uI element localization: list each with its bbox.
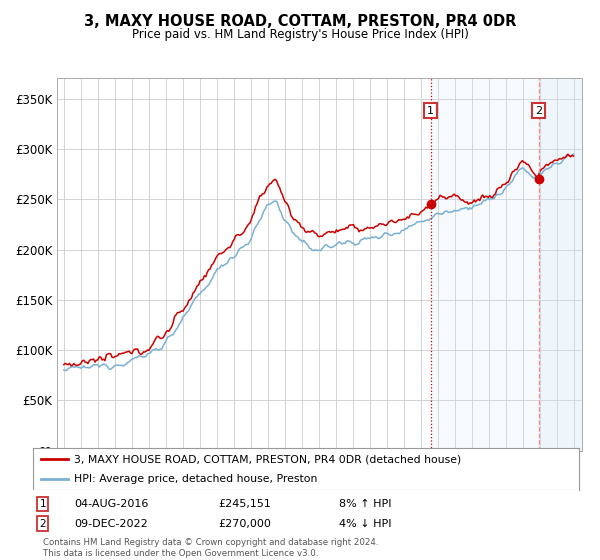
Text: 3, MAXY HOUSE ROAD, COTTAM, PRESTON, PR4 0DR (detached house): 3, MAXY HOUSE ROAD, COTTAM, PRESTON, PR4…	[74, 454, 461, 464]
Text: 04-AUG-2016: 04-AUG-2016	[74, 499, 148, 509]
Text: 09-DEC-2022: 09-DEC-2022	[74, 519, 148, 529]
Text: Contains HM Land Registry data © Crown copyright and database right 2024.
This d: Contains HM Land Registry data © Crown c…	[43, 538, 379, 558]
Text: 1: 1	[427, 106, 434, 115]
Bar	[539, 78, 582, 451]
Text: £245,151: £245,151	[218, 499, 272, 509]
Bar	[431, 78, 539, 451]
Text: 2: 2	[40, 519, 46, 529]
Text: 4% ↓ HPI: 4% ↓ HPI	[339, 519, 391, 529]
Text: Price paid vs. HM Land Registry's House Price Index (HPI): Price paid vs. HM Land Registry's House …	[131, 28, 469, 41]
Text: 8% ↑ HPI: 8% ↑ HPI	[339, 499, 391, 509]
Text: 2: 2	[535, 106, 542, 115]
Text: 1: 1	[40, 499, 46, 509]
Text: 3, MAXY HOUSE ROAD, COTTAM, PRESTON, PR4 0DR: 3, MAXY HOUSE ROAD, COTTAM, PRESTON, PR4…	[84, 14, 516, 29]
Text: £270,000: £270,000	[218, 519, 272, 529]
Text: HPI: Average price, detached house, Preston: HPI: Average price, detached house, Pres…	[74, 474, 317, 484]
